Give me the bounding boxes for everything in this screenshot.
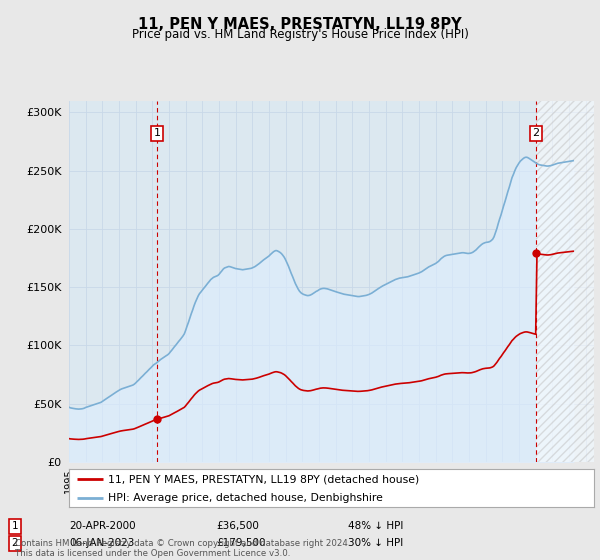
Bar — [536, 101, 594, 462]
Text: 1: 1 — [11, 521, 19, 531]
Text: £36,500: £36,500 — [216, 521, 259, 531]
Text: 48% ↓ HPI: 48% ↓ HPI — [348, 521, 403, 531]
Text: 1: 1 — [154, 128, 161, 138]
Text: £179,500: £179,500 — [216, 538, 265, 548]
Text: 11, PEN Y MAES, PRESTATYN, LL19 8PY: 11, PEN Y MAES, PRESTATYN, LL19 8PY — [138, 17, 462, 31]
Text: 2: 2 — [532, 128, 539, 138]
Text: HPI: Average price, detached house, Denbighshire: HPI: Average price, detached house, Denb… — [109, 493, 383, 503]
Text: Contains HM Land Registry data © Crown copyright and database right 2024.
This d: Contains HM Land Registry data © Crown c… — [15, 539, 350, 558]
Text: 11, PEN Y MAES, PRESTATYN, LL19 8PY (detached house): 11, PEN Y MAES, PRESTATYN, LL19 8PY (det… — [109, 474, 419, 484]
Text: 30% ↓ HPI: 30% ↓ HPI — [348, 538, 403, 548]
Text: 2: 2 — [11, 538, 19, 548]
Text: 20-APR-2000: 20-APR-2000 — [69, 521, 136, 531]
Text: 06-JAN-2023: 06-JAN-2023 — [69, 538, 134, 548]
Text: Price paid vs. HM Land Registry's House Price Index (HPI): Price paid vs. HM Land Registry's House … — [131, 28, 469, 41]
